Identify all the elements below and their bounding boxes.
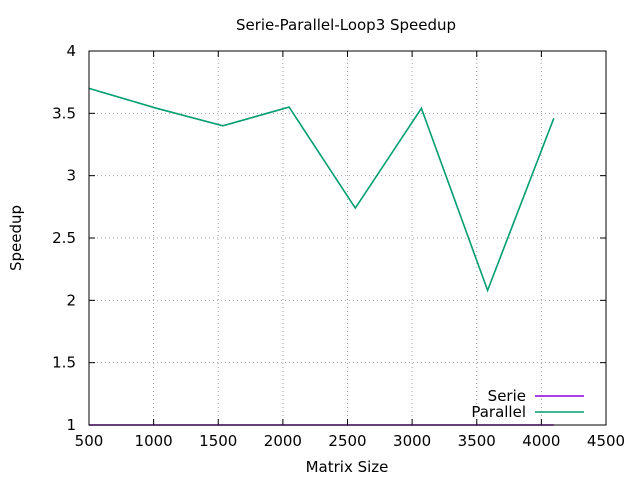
y-tick-label: 2.5 [52, 229, 76, 247]
x-tick-label: 1000 [135, 432, 173, 450]
legend-label-parallel: Parallel [471, 403, 526, 421]
data-series [88, 87, 555, 426]
y-tick-label: 2 [66, 291, 76, 309]
x-tick-label: 3500 [458, 432, 496, 450]
y-tick-label: 3 [66, 167, 76, 185]
y-tick-label: 4 [66, 42, 76, 60]
x-tick-label: 2500 [328, 432, 366, 450]
x-tick-label: 1500 [199, 432, 237, 450]
x-axis-label: Matrix Size [306, 458, 389, 476]
x-tick-label: 3000 [393, 432, 431, 450]
series-line-parallel [88, 87, 555, 293]
x-tick-label: 4000 [522, 432, 560, 450]
y-tick-label: 1 [66, 416, 76, 434]
x-tick-label: 2000 [264, 432, 302, 450]
y-tick-label: 1.5 [52, 354, 76, 372]
x-tick-label: 500 [75, 432, 104, 450]
legend-label-serie: Serie [488, 387, 526, 405]
y-axis-label: Speedup [7, 205, 25, 271]
x-tick-label: 4500 [587, 432, 625, 450]
chart-title: Serie-Parallel-Loop3 Speedup [236, 16, 456, 34]
axis-ticks: 500 1000 1500 2000 2500 3000 3500 4000 4500 1 1.5 2… [52, 42, 625, 450]
plot-frame [88, 50, 607, 426]
grid-lines [89, 51, 606, 425]
y-tick-label: 3.5 [52, 104, 76, 122]
